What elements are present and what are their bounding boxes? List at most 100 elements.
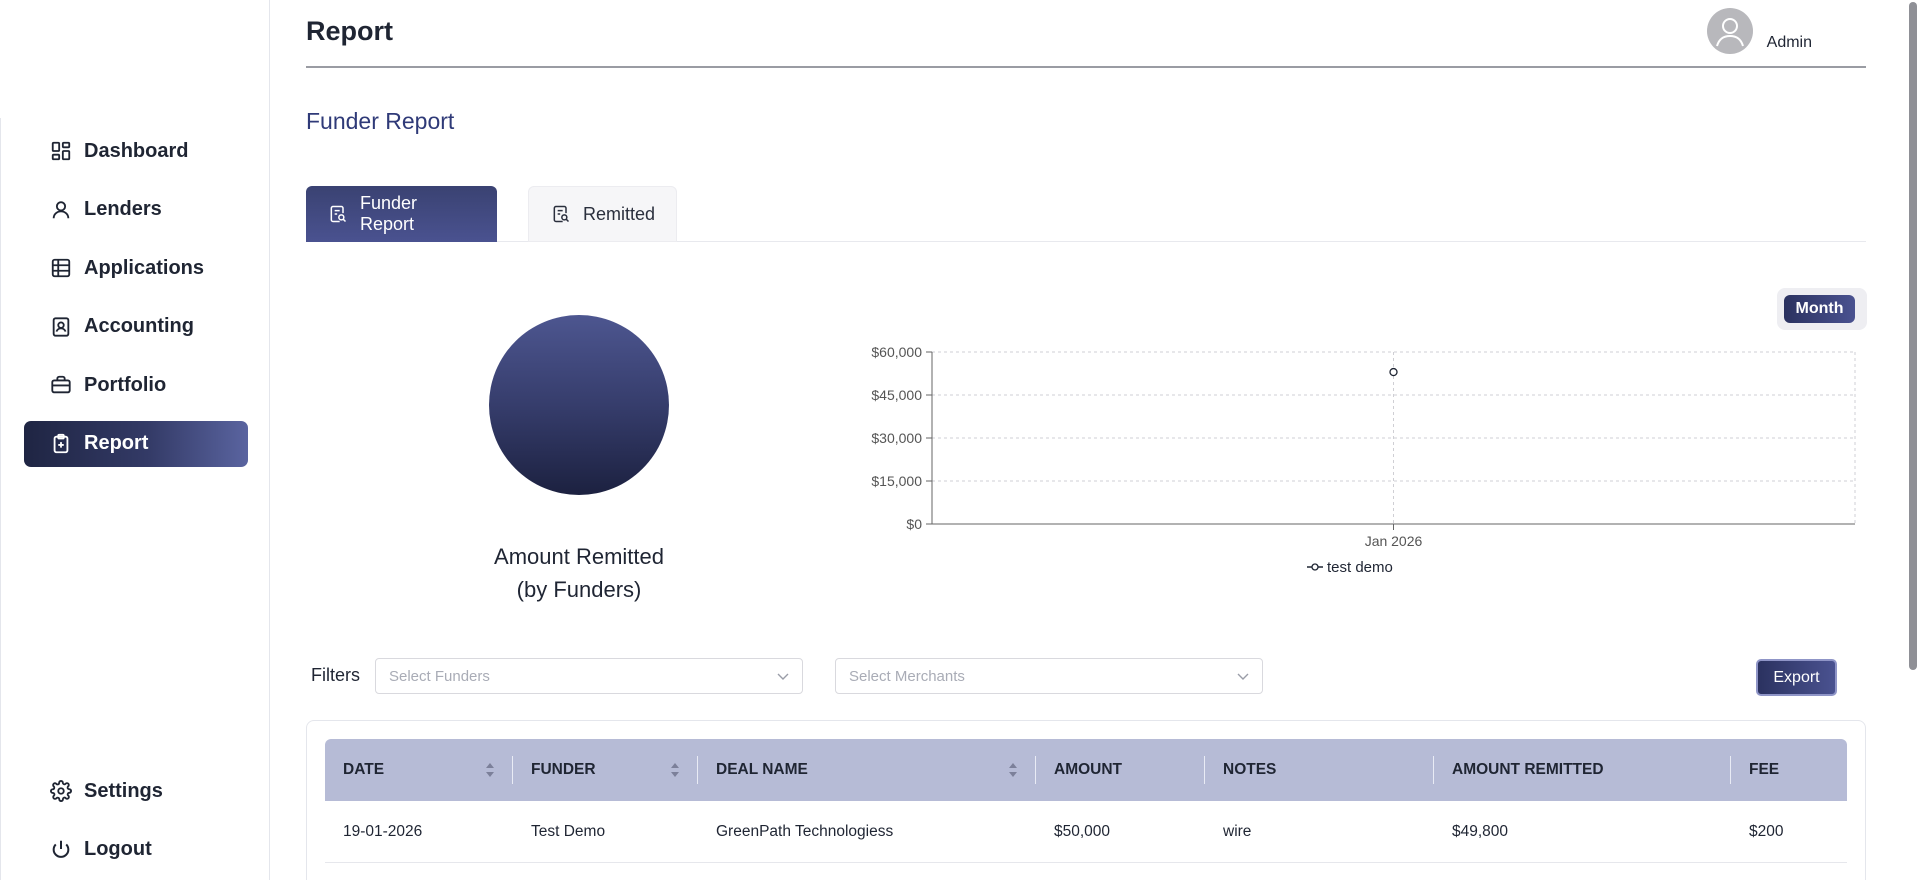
sidebar-bottom-nav: Settings Logout [24, 768, 248, 880]
sidebar: Dashboard Lenders Applications Accountin… [0, 0, 270, 880]
column-divider [1204, 756, 1205, 784]
sidebar-item-label: Accounting [84, 315, 194, 337]
pie-label-line2: (by Funders) [516, 577, 642, 602]
column-header-label: AMOUNT [1054, 761, 1123, 778]
power-icon [50, 838, 72, 860]
export-button[interactable]: Export [1756, 659, 1837, 696]
merchants-select-placeholder: Select Merchants [849, 667, 965, 685]
scrollbar-thumb[interactable] [1909, 2, 1917, 670]
period-toggle: Month [1777, 288, 1867, 330]
sidebar-item-dashboard[interactable]: Dashboard [24, 128, 248, 174]
gear-icon [50, 780, 72, 802]
cell-notes: wire [1223, 823, 1252, 840]
y-tick-label: $15,000 [871, 473, 922, 489]
funders-select[interactable]: Select Funders [375, 658, 803, 694]
sort-icon [671, 763, 679, 777]
cell-deal-name: GreenPath Technologiess [716, 823, 894, 840]
sidebar-nav: Dashboard Lenders Applications Accountin… [24, 128, 248, 479]
sidebar-item-label: Portfolio [84, 373, 167, 396]
sidebar-item-label: Report [84, 432, 149, 454]
sidebar-item-portfolio[interactable]: Portfolio [24, 362, 248, 408]
column-divider [1035, 756, 1036, 784]
report-table: DATE FUNDER DEAL NAME AMOUNT NOTES [306, 720, 1866, 880]
report-tabs: Funder Report Remitted [306, 186, 1866, 242]
column-header-date[interactable]: DATE [325, 739, 513, 801]
report-search-icon [551, 204, 571, 224]
funders-select-placeholder: Select Funders [389, 667, 490, 685]
sidebar-item-logout[interactable]: Logout [24, 826, 248, 872]
column-divider [1730, 756, 1731, 784]
user-name: Admin [1766, 34, 1812, 51]
column-divider [1433, 756, 1434, 784]
report-search-icon [328, 204, 348, 224]
y-tick-label: $0 [906, 516, 922, 532]
sidebar-item-label: Settings [84, 779, 163, 802]
column-header-notes[interactable]: NOTES [1205, 739, 1434, 801]
briefcase-icon [50, 374, 72, 396]
user-menu[interactable]: Admin [1706, 8, 1812, 54]
contact-book-icon [50, 316, 72, 338]
column-header-funder[interactable]: FUNDER [513, 739, 698, 801]
page-scrollbar[interactable] [1906, 0, 1919, 880]
sidebar-item-report[interactable]: Report [24, 420, 248, 467]
legend-marker [1311, 563, 1319, 571]
column-header-label: NOTES [1223, 761, 1277, 778]
cell-date: 19-01-2026 [343, 823, 423, 840]
sidebar-edge [0, 118, 1, 880]
column-header-amount[interactable]: AMOUNT [1036, 739, 1205, 801]
cell-amount: $50,000 [1054, 823, 1111, 840]
chevron-down-icon [777, 673, 789, 680]
y-tick-label: $45,000 [871, 387, 922, 403]
line-chart: $0 $15,000 $30,000 $45,000 $60,000 Jan 2026 te… [871, 344, 1856, 576]
sidebar-item-applications[interactable]: Applications [24, 245, 248, 291]
page-title: Report [306, 16, 393, 46]
sort-icon [1009, 763, 1017, 777]
sidebar-item-label: Dashboard [84, 139, 189, 162]
month-button[interactable]: Month [1784, 295, 1855, 323]
chevron-down-icon [1237, 673, 1249, 680]
cell-fee: $200 [1749, 823, 1784, 840]
column-header-deal-name[interactable]: DEAL NAME [698, 739, 1036, 801]
user-icon [50, 199, 72, 221]
user-avatar-icon [1715, 18, 1744, 47]
sidebar-item-label: Applications [84, 256, 205, 279]
column-divider [697, 756, 698, 784]
pie-label-line1: Amount Remitted [494, 544, 664, 569]
table-row[interactable]: 19-01-2026 Test Demo GreenPath Technolog… [325, 801, 1847, 863]
sidebar-item-settings[interactable]: Settings [24, 768, 248, 814]
table-header: DATE FUNDER DEAL NAME AMOUNT NOTES [325, 739, 1847, 801]
clipboard-icon [50, 433, 72, 455]
pie-chart-label: Amount Remitted (by Funders) [440, 540, 718, 606]
data-point [1389, 367, 1398, 377]
filters-label: Filters [311, 665, 360, 685]
pie-chart-slice [489, 315, 669, 495]
tab-remitted[interactable]: Remitted [528, 186, 677, 242]
sidebar-item-lenders[interactable]: Lenders [24, 187, 248, 233]
sidebar-item-accounting[interactable]: Accounting [24, 304, 248, 350]
column-header-label: FUNDER [531, 761, 596, 778]
x-tick-label: Jan 2026 [1365, 533, 1423, 549]
sidebar-item-label: Lenders [84, 198, 162, 220]
table-icon [50, 257, 72, 279]
tab-label: Remitted [583, 203, 656, 224]
merchants-select[interactable]: Select Merchants [835, 658, 1263, 694]
avatar[interactable] [1706, 8, 1753, 54]
column-header-amount-remitted[interactable]: AMOUNT REMITTED [1434, 739, 1731, 801]
section-title: Funder Report [306, 108, 455, 134]
cell-funder: Test Demo [531, 823, 606, 840]
tab-funder-report[interactable]: Funder Report [306, 186, 497, 242]
cell-amount-remitted: $49,800 [1452, 823, 1509, 840]
legend-label: test demo [1327, 559, 1393, 576]
sidebar-item-label: Logout [84, 837, 152, 860]
column-divider [512, 756, 513, 784]
column-header-label: DATE [343, 761, 385, 778]
sort-icon [486, 763, 494, 777]
y-tick-label: $30,000 [871, 430, 922, 446]
column-header-label: FEE [1749, 761, 1780, 778]
column-header-label: AMOUNT REMITTED [1452, 761, 1604, 778]
y-tick-label: $60,000 [871, 344, 922, 360]
page-header: Report Admin [306, 0, 1866, 68]
column-header-label: DEAL NAME [716, 761, 808, 778]
column-header-fee[interactable]: FEE [1731, 739, 1847, 801]
